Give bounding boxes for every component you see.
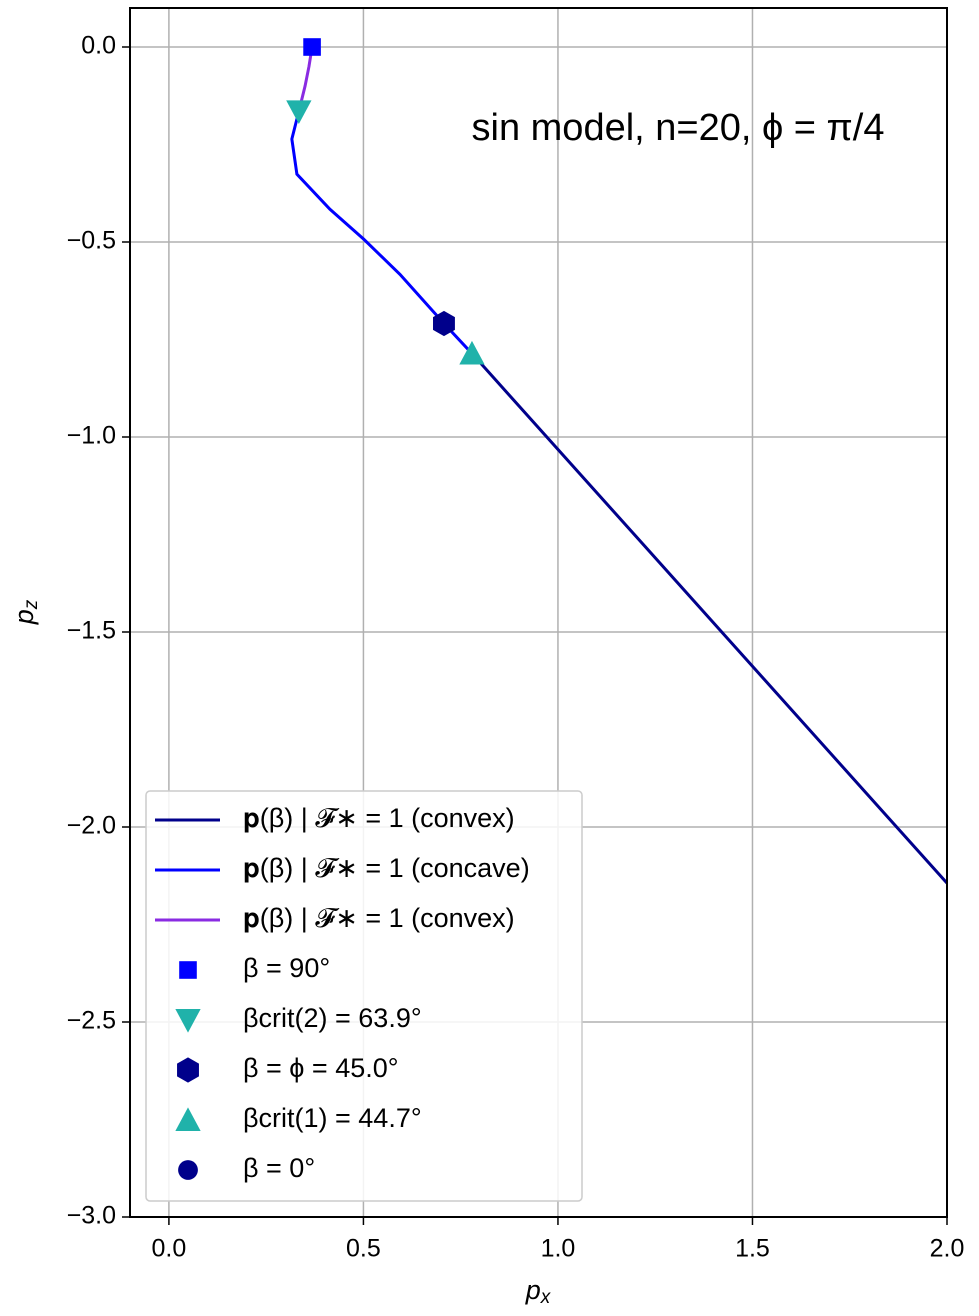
y-tick-label: −1.5 <box>67 617 116 645</box>
legend-swatch <box>179 961 197 979</box>
legend-label: βcrit(2) = 63.9° <box>243 1003 422 1033</box>
y-tick-label: −2.5 <box>67 1007 116 1035</box>
y-tick-label: −1.0 <box>67 422 116 450</box>
marker <box>303 38 321 56</box>
legend: 𝐩(β) | 𝓕∗ = 1 (convex) 𝐩(β) | 𝓕∗ = 1 (con… <box>145 790 583 1202</box>
legend-swatch <box>178 1160 198 1180</box>
plot-area <box>286 38 947 885</box>
legend-label: 𝐩(β) | 𝓕∗ = 1 (convex) <box>243 903 515 933</box>
x-tick-label: 1.0 <box>541 1235 576 1263</box>
legend-label: β = ϕ = 45.0° <box>243 1053 399 1083</box>
marker <box>433 310 455 337</box>
y-axis-label: pz <box>9 599 42 625</box>
y-tick-label: −3.0 <box>67 1202 116 1230</box>
x-tick-label: 1.5 <box>735 1235 770 1263</box>
x-tick-label: 0.5 <box>346 1235 381 1263</box>
legend-swatch <box>175 1009 201 1033</box>
y-label-sub: z <box>21 599 42 610</box>
marker <box>459 340 485 365</box>
y-label-base: p <box>9 609 39 625</box>
y-tick-label: 0.0 <box>81 32 116 60</box>
legend-swatch <box>177 1057 199 1083</box>
x-tick-label: 2.0 <box>930 1235 965 1263</box>
legend-label: β = 0° <box>243 1153 315 1183</box>
legend-label: β = 90° <box>243 953 330 983</box>
x-tick-label: 0.0 <box>152 1235 187 1263</box>
x-label-base: p <box>525 1275 541 1305</box>
legend-label: βcrit(1) = 44.7° <box>243 1103 422 1133</box>
legend-label: 𝐩(β) | 𝓕∗ = 1 (convex) <box>243 803 515 833</box>
x-label-sub: x <box>540 1287 552 1308</box>
axes-frame <box>129 7 948 1218</box>
marker <box>286 100 312 124</box>
legend-swatch <box>175 1107 201 1131</box>
legend-box <box>145 790 583 1202</box>
annotation: sin model, n=20, ϕ = π/4 <box>472 107 885 149</box>
series-line <box>297 46 314 112</box>
y-tick-label: −2.0 <box>67 812 116 840</box>
x-axis-label: px <box>525 1275 552 1308</box>
y-tick-label: −0.5 <box>67 227 116 255</box>
legend-label: 𝐩(β) | 𝓕∗ = 1 (concave) <box>243 853 530 883</box>
series-line <box>470 352 947 885</box>
